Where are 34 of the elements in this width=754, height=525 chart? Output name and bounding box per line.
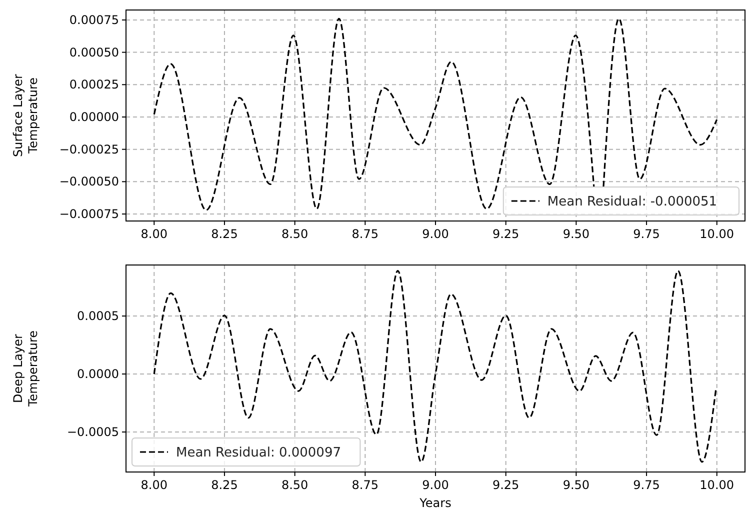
- y-tick-label: −0.00025: [59, 142, 119, 156]
- y-tick-label: 0.00075: [69, 12, 119, 27]
- x-tick-label: 8.25: [211, 478, 238, 492]
- x-tick-label: 8.25: [211, 227, 238, 241]
- x-axis-title: Years: [418, 496, 452, 510]
- x-tick-label: 9.75: [633, 478, 660, 492]
- x-tick-label: 9.25: [492, 227, 520, 241]
- x-tick-label: 10.00: [700, 478, 734, 492]
- line-series: [153, 270, 717, 463]
- x-tick-label: 8.75: [352, 478, 379, 492]
- y-tick-label: 0.0000: [77, 367, 119, 382]
- x-tick-label: 10.00: [700, 227, 734, 241]
- x-tick-label: 8.00: [140, 478, 168, 492]
- x-tick-label: 8.50: [281, 478, 308, 492]
- y-tick-label: −0.00075: [59, 207, 119, 222]
- x-tick-label: 9.00: [422, 227, 449, 241]
- x-tick-label: 8.75: [352, 227, 379, 241]
- x-tick-label: 8.50: [281, 227, 308, 241]
- x-tick-label: 9.25: [492, 478, 520, 492]
- x-tick-label: 9.00: [422, 478, 449, 492]
- y-tick-label: −0.0005: [66, 424, 119, 439]
- y-tick-label: −0.00050: [59, 174, 119, 189]
- y-tick-label: 0.00050: [69, 45, 119, 60]
- x-tick-label: 9.50: [562, 227, 590, 241]
- x-tick-label: 9.50: [562, 478, 590, 492]
- legend-label: Mean Residual: 0.000097: [176, 446, 341, 460]
- y-axis-title: Surface Layer Temperature: [11, 74, 40, 157]
- y-tick-label: 0.00025: [69, 78, 119, 92]
- y-tick-label: 0.0005: [77, 309, 119, 324]
- x-tick-label: 8.00: [140, 227, 168, 241]
- x-tick-label: 9.75: [633, 227, 660, 241]
- y-axis-title: Deep Layer Temperature: [11, 330, 40, 408]
- legend-label: Mean Residual: -0.000051: [547, 194, 718, 210]
- y-tick-label: 0.00000: [69, 110, 119, 124]
